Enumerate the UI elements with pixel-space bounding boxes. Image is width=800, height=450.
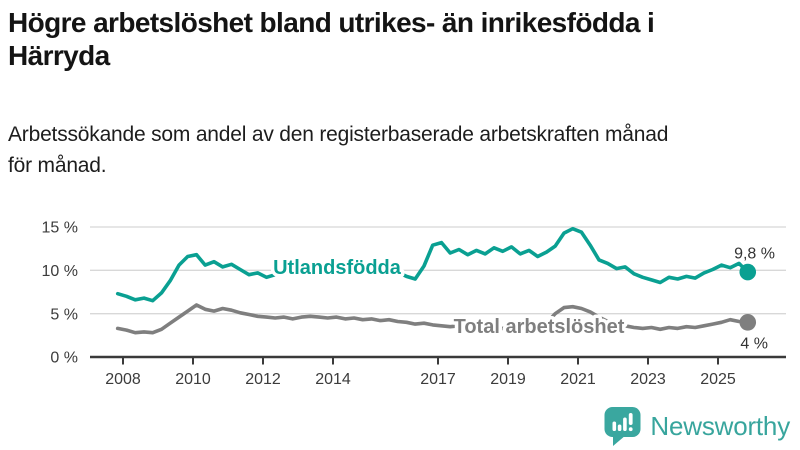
chart-subtitle-line2: för månad. (8, 154, 107, 177)
logo-exclamation-dot (629, 427, 634, 432)
y-axis-label-0pct: 0 % (50, 350, 78, 367)
x-axis-label-2023: 2023 (630, 371, 666, 388)
end-value-label-utlandsf-dda: 9,8 % (734, 246, 775, 263)
x-axis-label-2025: 2025 (700, 371, 736, 388)
y-axis-label-5pct: 5 % (50, 306, 78, 323)
newsworthy-wordmark: Newsworthy (650, 410, 790, 441)
chart-title: Högre arbetslöshet bland utrikes- än inr… (8, 6, 796, 72)
series-line-utlandsf-dda (115, 226, 750, 303)
chart-title-line2: Härryda (8, 40, 110, 71)
series-label-total-arbetsl-shet: Total arbetslöshet (454, 316, 625, 338)
chart-title-line1: Högre arbetslöshet bland utrikes- än inr… (8, 7, 655, 38)
logo-exclamation-bar (629, 413, 634, 425)
series-line-total-arbetsl-shet (115, 303, 750, 335)
end-value-label-total-arbetsl-shet: 4 % (740, 336, 768, 353)
series-label-utlandsf-dda: Utlandsfödda (273, 257, 402, 279)
chart-subtitle: Arbetssökande som andel av den registerb… (8, 119, 796, 181)
logo-bar-2 (618, 424, 622, 431)
x-axis-label-2008: 2008 (105, 371, 141, 388)
series-end-dot-utlandsf-dda (739, 263, 757, 281)
x-axis-label-2014: 2014 (315, 371, 351, 388)
series-end-dot-total-arbetsl-shet (739, 314, 757, 331)
unemployment-line-chart: 0 % 5 % 10 % 15 % 2008 2010 2012 2014 2017 2019 20… (42, 220, 786, 388)
y-axis-label-15pct: 15 % (42, 220, 78, 237)
newsworthy-logo: Newsworthy (604, 405, 790, 447)
x-axis-label-2021: 2021 (560, 371, 596, 388)
x-axis-label-2019: 2019 (490, 371, 526, 388)
x-axis-label-2017: 2017 (420, 371, 456, 388)
logo-bar-3 (623, 417, 628, 431)
x-axis-label-2012: 2012 (245, 371, 281, 388)
logo-bar-1 (612, 421, 617, 431)
chart-subtitle-line1: Arbetssökande som andel av den registerb… (8, 123, 669, 146)
x-axis-label-2010: 2010 (175, 371, 211, 388)
bar-chart-speech-bubble-icon (604, 407, 641, 446)
y-axis-label-10pct: 10 % (42, 263, 78, 280)
